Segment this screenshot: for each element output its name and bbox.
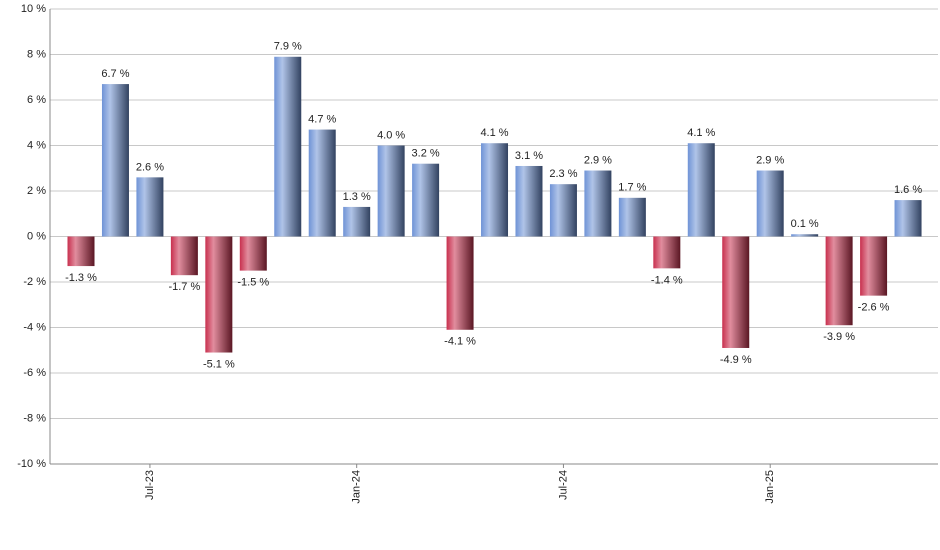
- data-label: -4.1 %: [444, 336, 476, 348]
- x-tick-label: Jan-24: [351, 470, 363, 504]
- x-tick-label: Jul-24: [557, 470, 569, 500]
- y-tick-label: 4 %: [27, 139, 46, 151]
- bar: [618, 197, 646, 237]
- data-label: 3.1 %: [515, 150, 543, 162]
- bar: [205, 236, 233, 353]
- bar: [722, 236, 750, 348]
- data-label: 2.3 %: [549, 168, 577, 180]
- bar: [860, 236, 888, 296]
- data-label: -1.7 %: [168, 281, 200, 293]
- data-label: 0.1 %: [791, 218, 819, 230]
- bar: [894, 200, 922, 237]
- bar: [756, 170, 784, 237]
- bar: [653, 236, 681, 269]
- data-label: 7.9 %: [274, 41, 302, 53]
- bar: [274, 56, 302, 237]
- x-tick-label: Jul-23: [144, 470, 156, 500]
- data-label: 1.3 %: [343, 191, 371, 203]
- bar: [101, 84, 129, 237]
- data-label: -2.6 %: [858, 302, 890, 314]
- y-tick-label: -2 %: [23, 276, 46, 288]
- bar: [343, 206, 371, 237]
- data-label: 1.6 %: [894, 184, 922, 196]
- y-tick-label: 10 %: [21, 3, 46, 15]
- y-tick-label: -10 %: [17, 458, 46, 470]
- bar: [377, 145, 405, 237]
- data-label: 1.7 %: [618, 182, 646, 194]
- bar: [549, 184, 577, 237]
- data-label: -1.4 %: [651, 274, 683, 286]
- data-label: 4.7 %: [308, 113, 336, 125]
- y-tick-label: -4 %: [23, 321, 46, 333]
- data-label: 4.0 %: [377, 129, 405, 141]
- data-label: 2.9 %: [584, 154, 612, 166]
- data-label: -1.3 %: [65, 272, 97, 284]
- bar: [67, 236, 95, 267]
- data-label: -5.1 %: [203, 358, 235, 370]
- y-tick-label: 6 %: [27, 94, 46, 106]
- bar: [515, 165, 543, 237]
- y-tick-label: 8 %: [27, 48, 46, 60]
- y-tick-label: -8 %: [23, 412, 46, 424]
- bar: [791, 234, 819, 237]
- data-label: 6.7 %: [101, 68, 129, 80]
- bar: [584, 170, 612, 237]
- data-label: 2.9 %: [756, 154, 784, 166]
- data-label: 2.6 %: [136, 161, 164, 173]
- bar: [136, 177, 164, 237]
- data-label: 4.1 %: [480, 127, 508, 139]
- data-label: -1.5 %: [237, 277, 269, 289]
- data-label: -3.9 %: [823, 331, 855, 343]
- y-tick-label: -6 %: [23, 367, 46, 379]
- bar: [446, 236, 474, 330]
- data-label: 3.2 %: [412, 148, 440, 160]
- bar: [825, 236, 853, 326]
- y-tick-label: 2 %: [27, 185, 46, 197]
- bar: [239, 236, 267, 271]
- bar: [308, 129, 336, 237]
- x-tick-label: Jan-25: [764, 470, 776, 504]
- data-label: 4.1 %: [687, 127, 715, 139]
- data-label: -4.9 %: [720, 354, 752, 366]
- bar: [170, 236, 198, 276]
- y-tick-label: 0 %: [27, 230, 46, 242]
- bar: [481, 143, 509, 237]
- bar: [412, 163, 440, 237]
- bar: [687, 143, 715, 237]
